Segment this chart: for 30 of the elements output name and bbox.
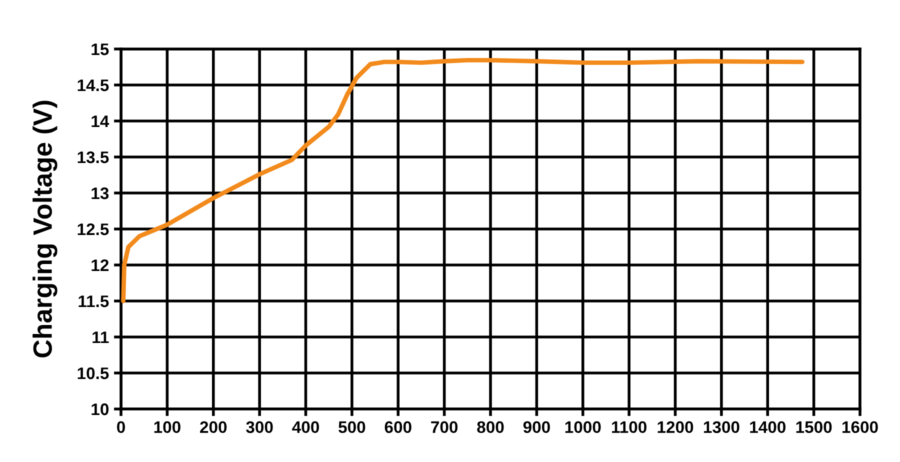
x-tick-label: 0 [117,421,125,434]
y-axis-title: Charging Voltage (V) [32,100,58,358]
x-tick-label: 500 [338,421,366,434]
y-tick-label: 10 [92,403,109,416]
y-tick-label: 15 [92,44,109,56]
y-tick-label: 13.5 [78,151,109,164]
x-tick-label: 200 [200,421,227,434]
x-tick-label: 1600 [842,421,878,434]
x-tick-label: 1200 [658,421,694,434]
x-tick-label: 700 [431,421,458,434]
x-tick-label: 1500 [796,421,832,434]
y-tick-label: 11.5 [78,296,109,308]
x-tick-label: 1300 [704,421,740,434]
x-tick-label: 600 [384,421,412,434]
y-tick-label: 12.5 [78,223,109,236]
line-series [121,58,804,304]
x-tick-label: 400 [292,421,319,434]
x-tick-label: 900 [523,421,550,434]
x-tick-label: 1100 [612,421,646,434]
y-tick-label: 13 [92,187,109,200]
x-tick-label: 1400 [750,421,786,434]
y-tick-label: 10.5 [78,367,109,380]
y-tick-label: 12 [92,259,109,272]
x-tick-label: 300 [246,421,273,434]
x-tick-label: 800 [477,421,504,434]
y-tick-label: 11 [92,332,109,344]
y-tick-label: 14.5 [78,80,109,92]
y-tick-label: 14 [92,116,110,128]
x-tick-label: 1000 [565,421,601,434]
x-tick-label: 100 [154,421,180,434]
